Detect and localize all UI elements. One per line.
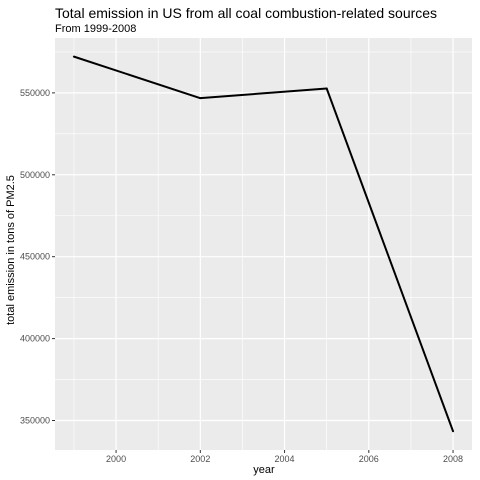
x-tick-label: 2002 [190, 454, 210, 464]
x-tick-label: 2006 [359, 454, 379, 464]
data-point [325, 87, 328, 90]
y-tick-label: 400000 [20, 334, 50, 344]
minor-gridlines [55, 38, 472, 450]
chart-title: Total emission in US from all coal combu… [55, 5, 437, 21]
y-axis: 350000 400000 450000 500000 550000 [20, 88, 55, 426]
y-tick-label: 500000 [20, 170, 50, 180]
y-tick-label: 350000 [20, 416, 50, 426]
major-gridlines [55, 38, 472, 450]
x-tick-label: 2000 [106, 454, 126, 464]
data-point [72, 55, 75, 58]
series-group [72, 55, 455, 433]
emission-series-line [73, 55, 454, 432]
data-point [452, 430, 455, 433]
x-tick-label: 2008 [443, 454, 463, 464]
y-tick-label: 550000 [20, 88, 50, 98]
data-point [199, 97, 202, 100]
y-tick-label: 450000 [20, 252, 50, 262]
plot-panel [55, 38, 472, 450]
chart-subtitle: From 1999-2008 [55, 23, 136, 35]
x-axis-title: year [253, 464, 275, 476]
x-axis: 2000 2002 2004 2006 2008 [106, 450, 463, 464]
x-tick-label: 2004 [275, 454, 295, 464]
y-axis-title: total emission in tons of PM2.5 [5, 175, 17, 325]
